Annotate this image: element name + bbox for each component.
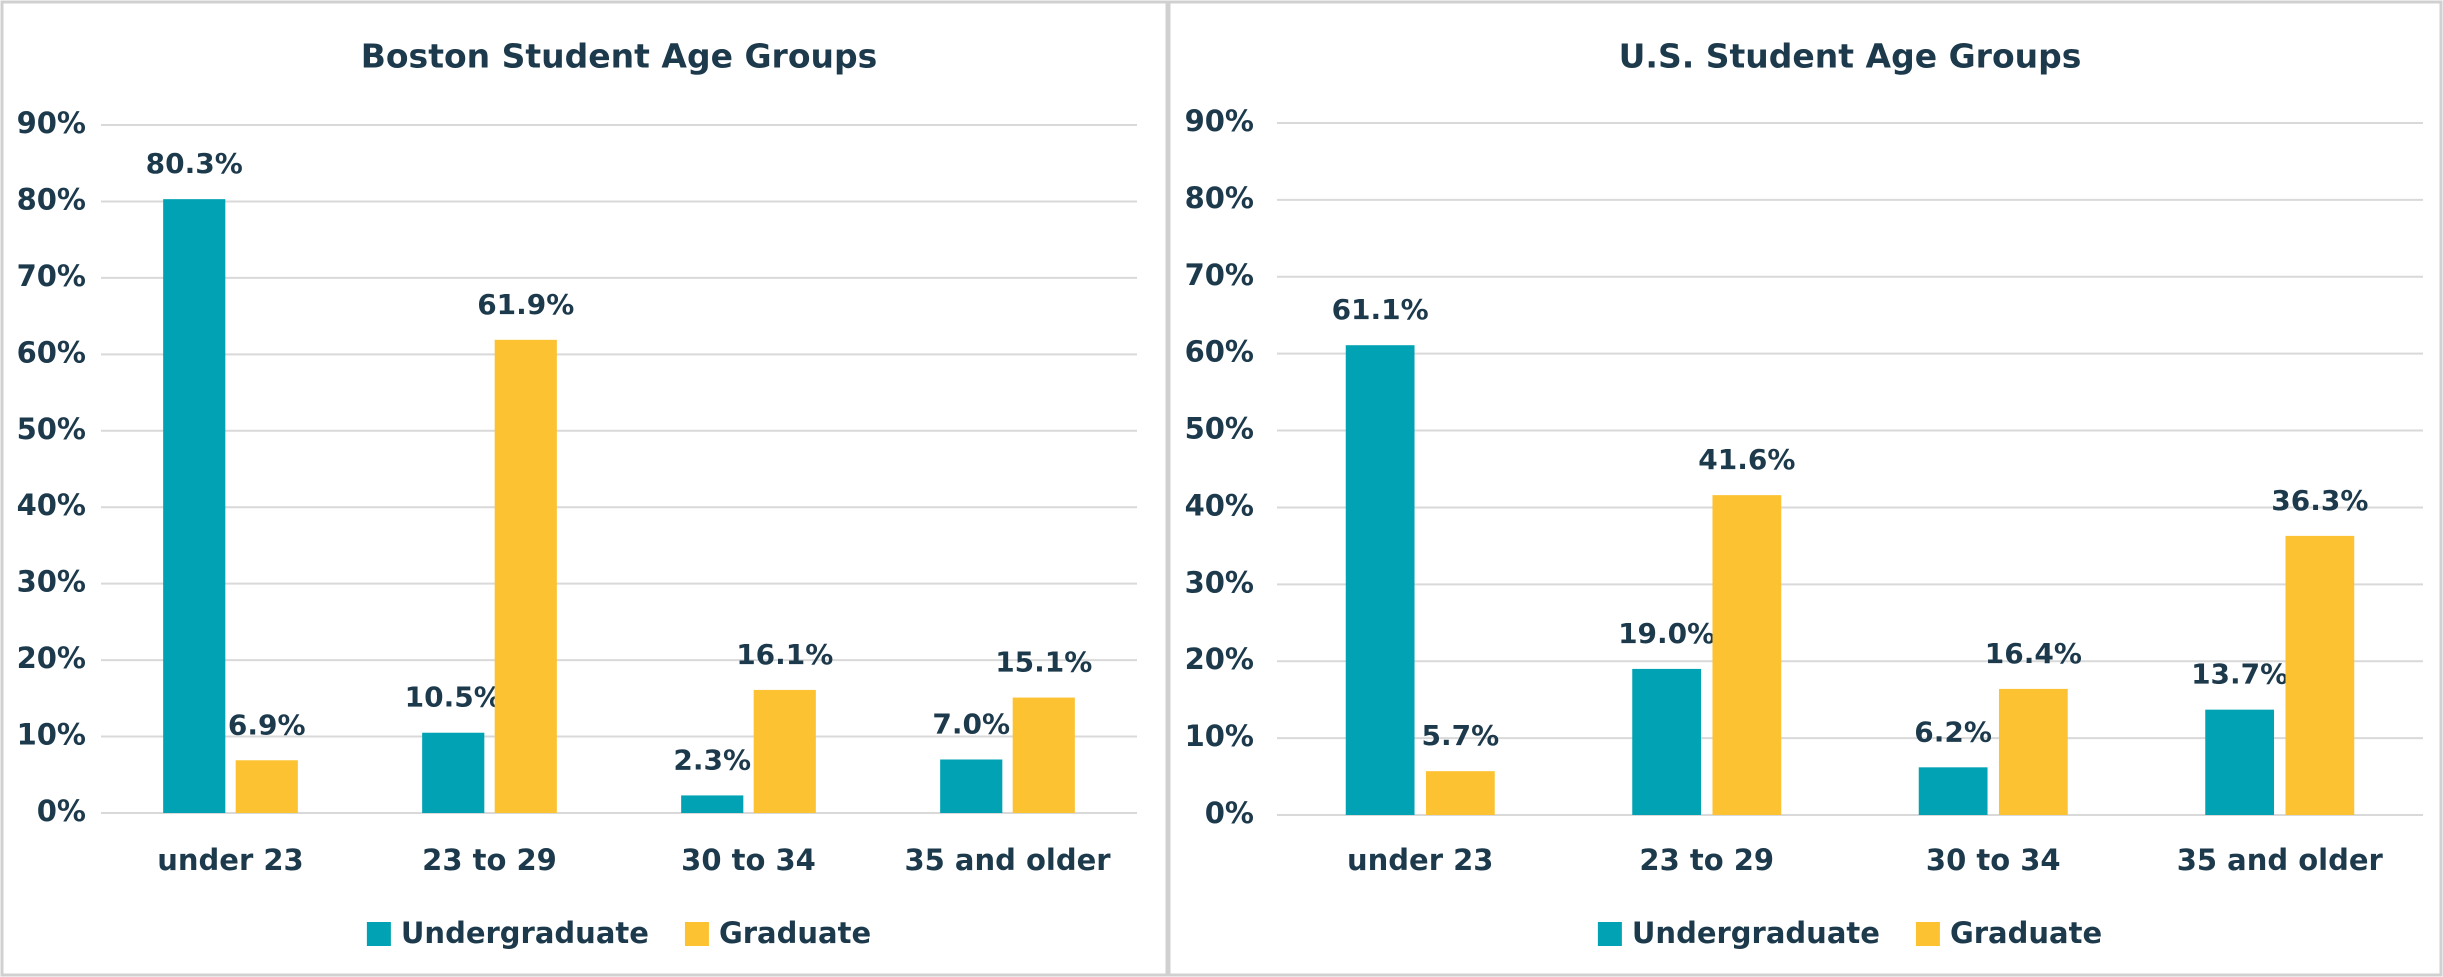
y-tick-label: 0% xyxy=(37,794,86,828)
bar xyxy=(1632,668,1702,815)
y-tick-label: 80% xyxy=(17,182,86,216)
y-tick-label: 70% xyxy=(17,259,86,293)
x-tick-label: 30 to 34 xyxy=(1926,843,2061,877)
bar xyxy=(2205,709,2275,815)
bar xyxy=(422,732,485,813)
data-label: 6.9% xyxy=(228,708,306,741)
legend-label: Undergraduate xyxy=(1632,916,1880,950)
bar xyxy=(1998,688,2068,815)
legend-swatch xyxy=(1597,922,1622,946)
legend-label: Undergraduate xyxy=(401,916,649,950)
legend-swatch xyxy=(684,922,709,946)
data-label: 41.6% xyxy=(1698,443,1795,476)
data-label: 36.3% xyxy=(2271,484,2368,517)
x-tick-label: 35 and older xyxy=(904,843,1111,877)
chart-title: U.S. Student Age Groups xyxy=(1619,37,2082,76)
data-label: 16.4% xyxy=(1985,637,2082,670)
bar xyxy=(1918,767,1988,815)
legend-label: Graduate xyxy=(719,916,871,950)
data-label: 16.1% xyxy=(736,638,833,671)
y-tick-label: 20% xyxy=(1185,642,1254,676)
data-label: 15.1% xyxy=(995,646,1092,679)
y-tick-label: 10% xyxy=(17,718,86,752)
data-label: 10.5% xyxy=(405,681,502,714)
legend-label: Graduate xyxy=(1950,916,2102,950)
bar xyxy=(2285,535,2355,815)
chart-title: Boston Student Age Groups xyxy=(361,37,878,76)
legend-swatch xyxy=(366,922,391,946)
data-label: 61.9% xyxy=(477,288,574,321)
bar xyxy=(753,689,816,813)
y-tick-label: 90% xyxy=(1185,104,1254,138)
bar xyxy=(235,760,298,813)
x-tick-label: 30 to 34 xyxy=(681,843,816,877)
y-tick-label: 50% xyxy=(17,412,86,446)
bar xyxy=(940,759,1003,813)
y-tick-label: 60% xyxy=(1185,335,1254,369)
legend-swatch xyxy=(1915,922,1940,946)
bar xyxy=(1012,697,1075,813)
y-tick-label: 10% xyxy=(1185,719,1254,753)
y-tick-label: 70% xyxy=(1185,258,1254,292)
data-label: 5.7% xyxy=(1422,719,1500,752)
bar xyxy=(1345,345,1415,815)
y-tick-label: 40% xyxy=(1185,488,1254,522)
bar xyxy=(163,199,226,813)
y-tick-label: 90% xyxy=(17,106,86,140)
data-label: 19.0% xyxy=(1618,617,1715,650)
x-tick-label: 23 to 29 xyxy=(422,843,557,877)
y-tick-label: 30% xyxy=(1185,565,1254,599)
x-tick-label: under 23 xyxy=(157,843,303,877)
y-tick-label: 20% xyxy=(17,641,86,675)
bar xyxy=(494,339,557,813)
data-label: 7.0% xyxy=(932,707,1010,740)
y-tick-label: 50% xyxy=(1185,412,1254,446)
panel-border xyxy=(0,0,1169,977)
data-label: 61.1% xyxy=(1332,293,1429,326)
y-tick-label: 30% xyxy=(17,565,86,599)
y-tick-label: 0% xyxy=(1205,796,1254,830)
bar xyxy=(1712,495,1782,815)
data-label: 80.3% xyxy=(146,147,243,180)
bar xyxy=(1425,771,1495,815)
x-tick-label: under 23 xyxy=(1347,843,1493,877)
panel-border xyxy=(1167,0,2443,977)
data-label: 6.2% xyxy=(1914,715,1992,748)
y-tick-label: 40% xyxy=(17,488,86,522)
y-tick-label: 60% xyxy=(17,335,86,369)
bar xyxy=(681,795,744,813)
data-label: 2.3% xyxy=(673,743,751,776)
x-tick-label: 23 to 29 xyxy=(1639,843,1774,877)
y-tick-label: 80% xyxy=(1185,181,1254,215)
x-tick-label: 35 and older xyxy=(2177,843,2384,877)
data-label: 13.7% xyxy=(2191,658,2288,691)
